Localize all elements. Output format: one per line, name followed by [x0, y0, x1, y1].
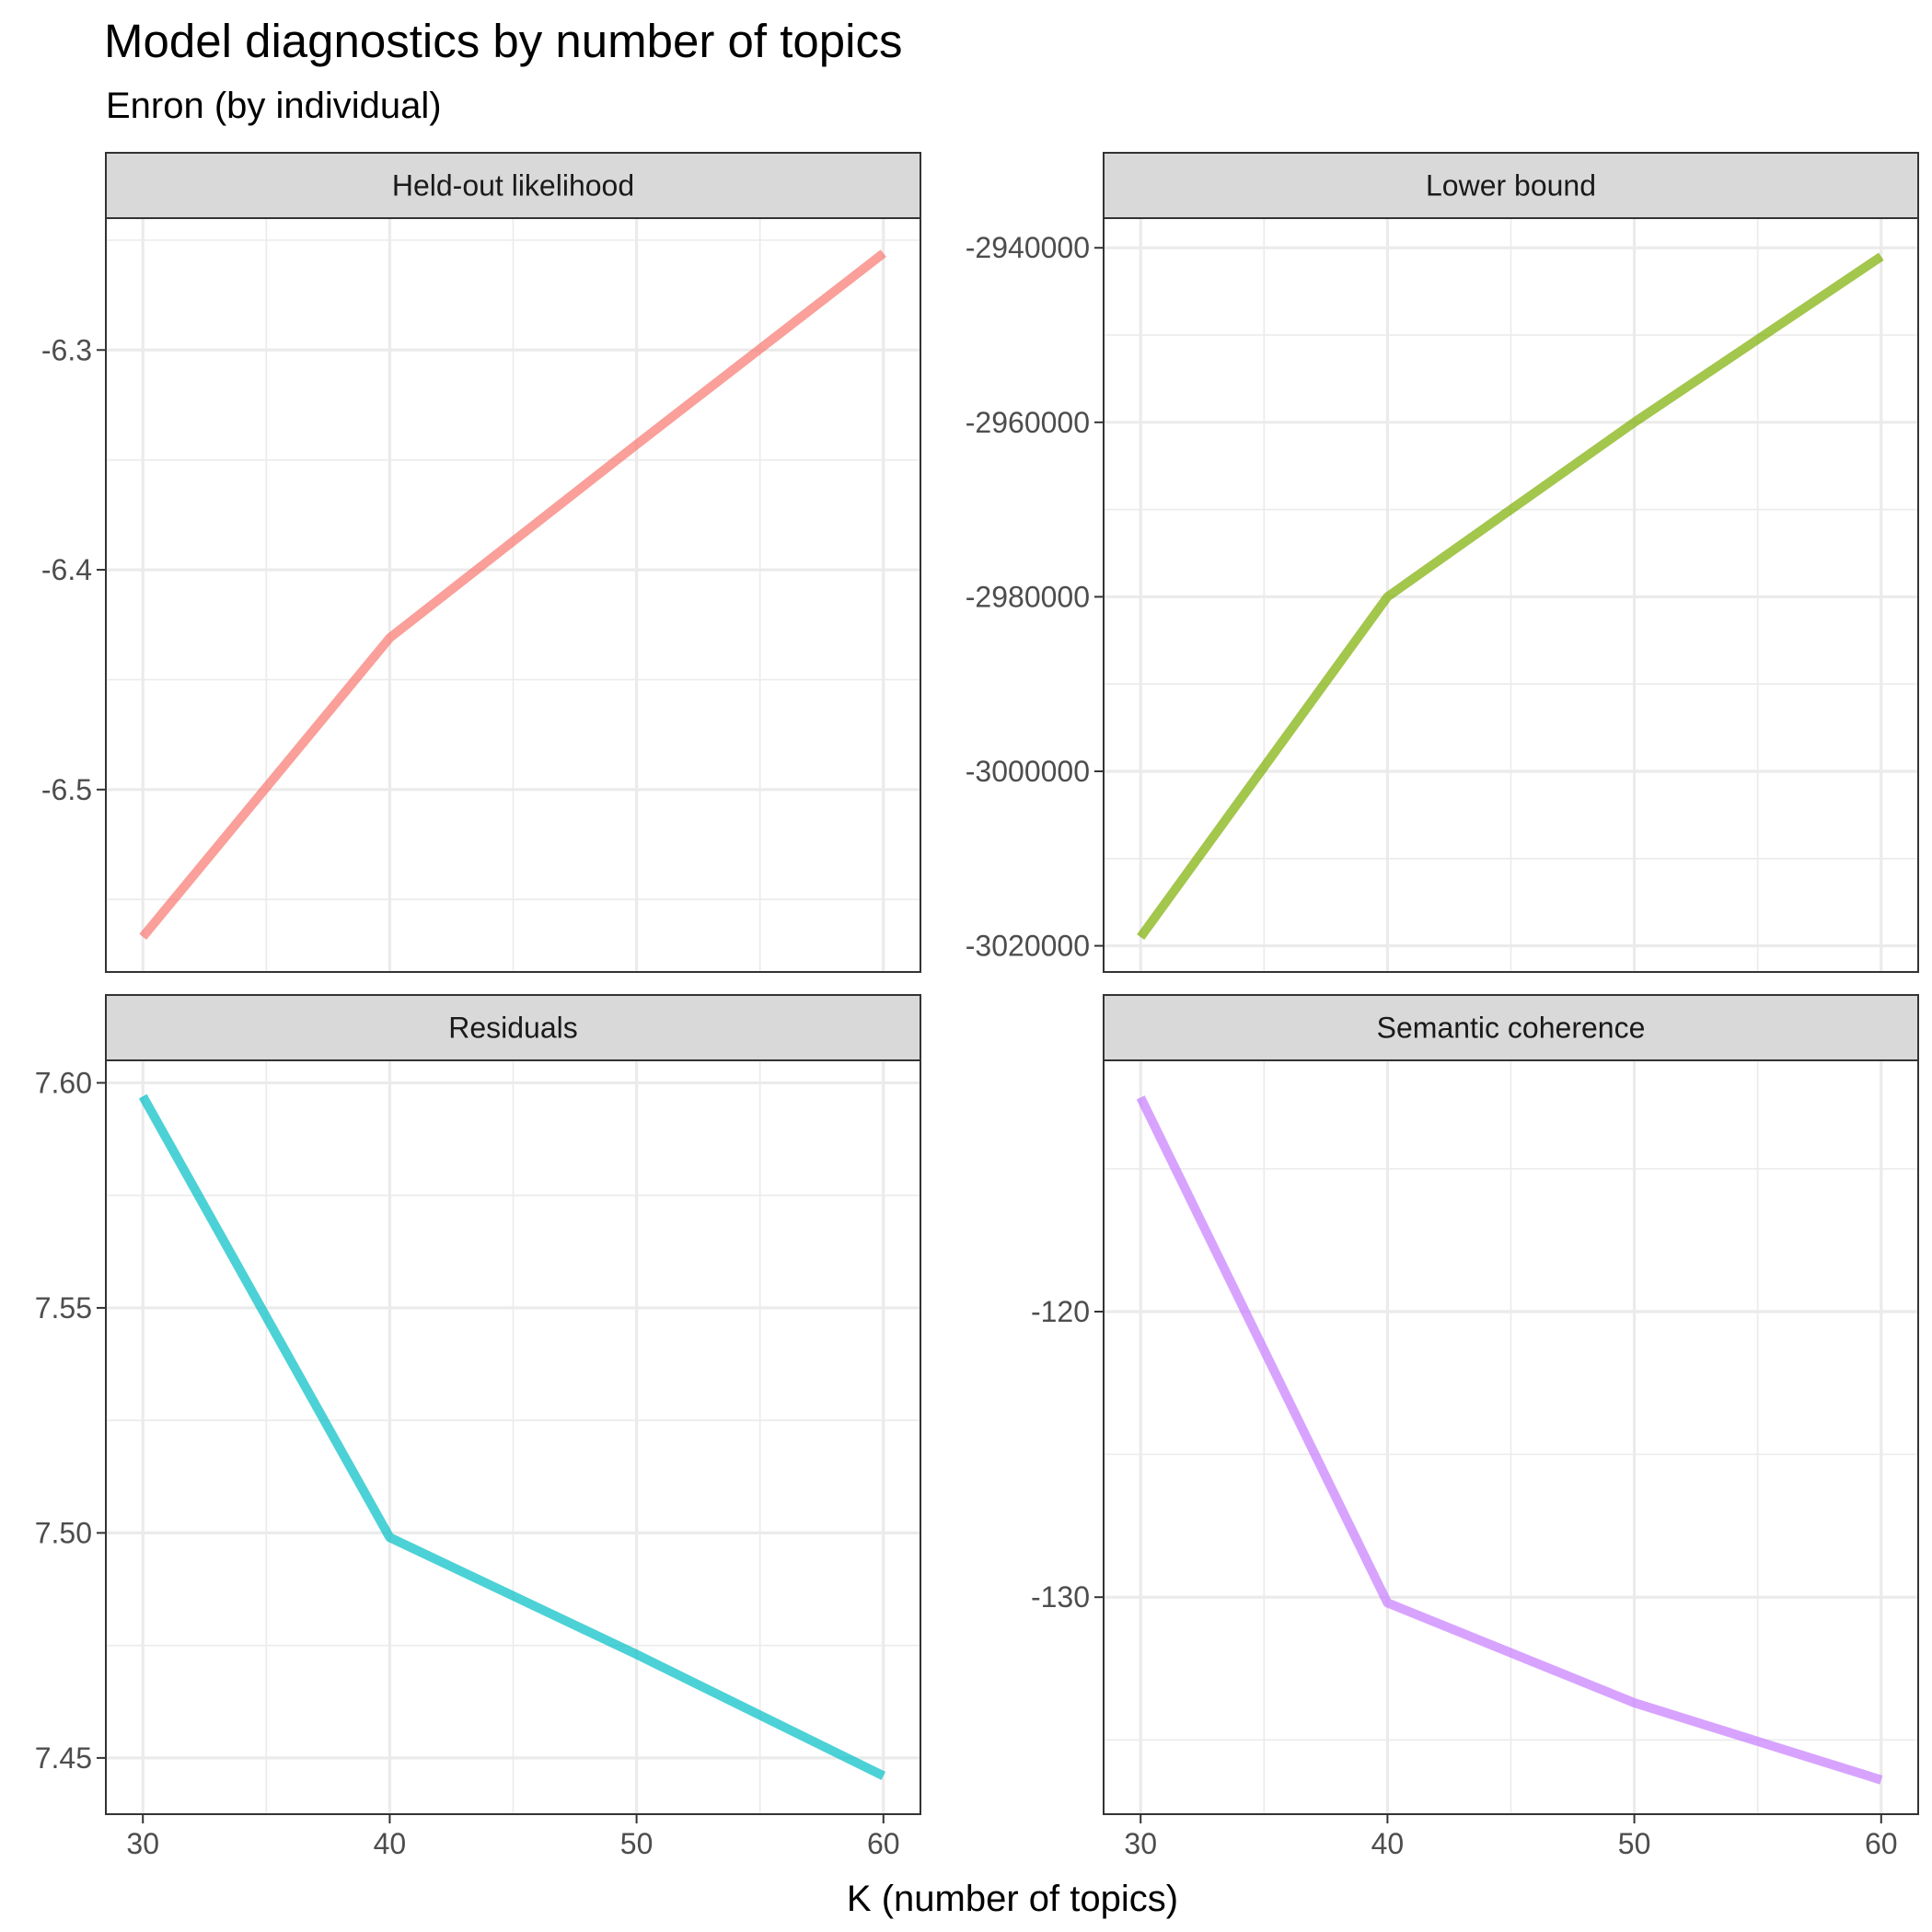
x-tick-label: 30	[126, 1827, 159, 1860]
y-tick-label: 7.55	[35, 1291, 92, 1325]
facet-panel: Lower bound -3020000 -3000000 -2980000 -2960…	[966, 152, 1919, 973]
facet-strip	[1103, 994, 1919, 1061]
y-tick-label: -2980000	[966, 580, 1090, 613]
x-tick-label: 40	[1371, 1827, 1405, 1860]
y-tick-label: -130	[1031, 1580, 1090, 1614]
facet-strip-label: Residuals	[448, 1012, 578, 1045]
facet-strip-label: Semantic coherence	[1377, 1012, 1646, 1045]
facet-panel: Held-out likelihood -6.5 -6.4 -6.3	[41, 152, 921, 973]
x-tick-label: 40	[374, 1827, 407, 1860]
x-tick-label: 50	[620, 1827, 654, 1860]
chart-subtitle: Enron (by individual)	[106, 86, 442, 126]
facet-strip	[1103, 152, 1919, 219]
y-tick-label: -120	[1031, 1295, 1090, 1328]
facet-strip-label: Lower bound	[1426, 169, 1596, 202]
facet-panel: Residuals 7.45 7.50 7.55 7.60 30 40 50 60	[35, 994, 921, 1860]
x-tick-label: 60	[867, 1827, 900, 1860]
y-tick-label: 7.45	[35, 1741, 92, 1775]
facet-panel: Semantic coherence -130 -120 30 40 50 60	[1031, 994, 1919, 1860]
chart-title: Model diagnostics by number of topics	[104, 15, 902, 67]
series-line	[1136, 1095, 1883, 1785]
series-line	[138, 1093, 886, 1780]
y-tick-label: -6.5	[41, 773, 92, 806]
facet-strip-label: Held-out likelihood	[392, 169, 634, 202]
x-tick-label: 50	[1618, 1827, 1651, 1860]
y-tick-label: 7.50	[35, 1516, 92, 1549]
series-line	[1137, 252, 1884, 941]
facet-panels: Held-out likelihood -6.5 -6.4 -6.3 Lower bou…	[35, 152, 1919, 1860]
facet-strip	[105, 994, 921, 1061]
y-tick-label: -6.3	[41, 333, 92, 366]
y-tick-label: -3020000	[966, 930, 1090, 963]
y-tick-label: -2940000	[966, 231, 1090, 264]
y-tick-label: -6.4	[41, 553, 92, 586]
x-tick-label: 60	[1865, 1827, 1898, 1860]
x-axis-title: K (number of topics)	[847, 1879, 1178, 1919]
y-tick-label: 7.60	[35, 1066, 92, 1099]
series-line	[139, 249, 886, 940]
y-tick-label: -2960000	[966, 406, 1090, 439]
facet-strip	[105, 152, 921, 219]
x-tick-label: 30	[1124, 1827, 1157, 1860]
y-tick-label: -3000000	[966, 755, 1090, 788]
